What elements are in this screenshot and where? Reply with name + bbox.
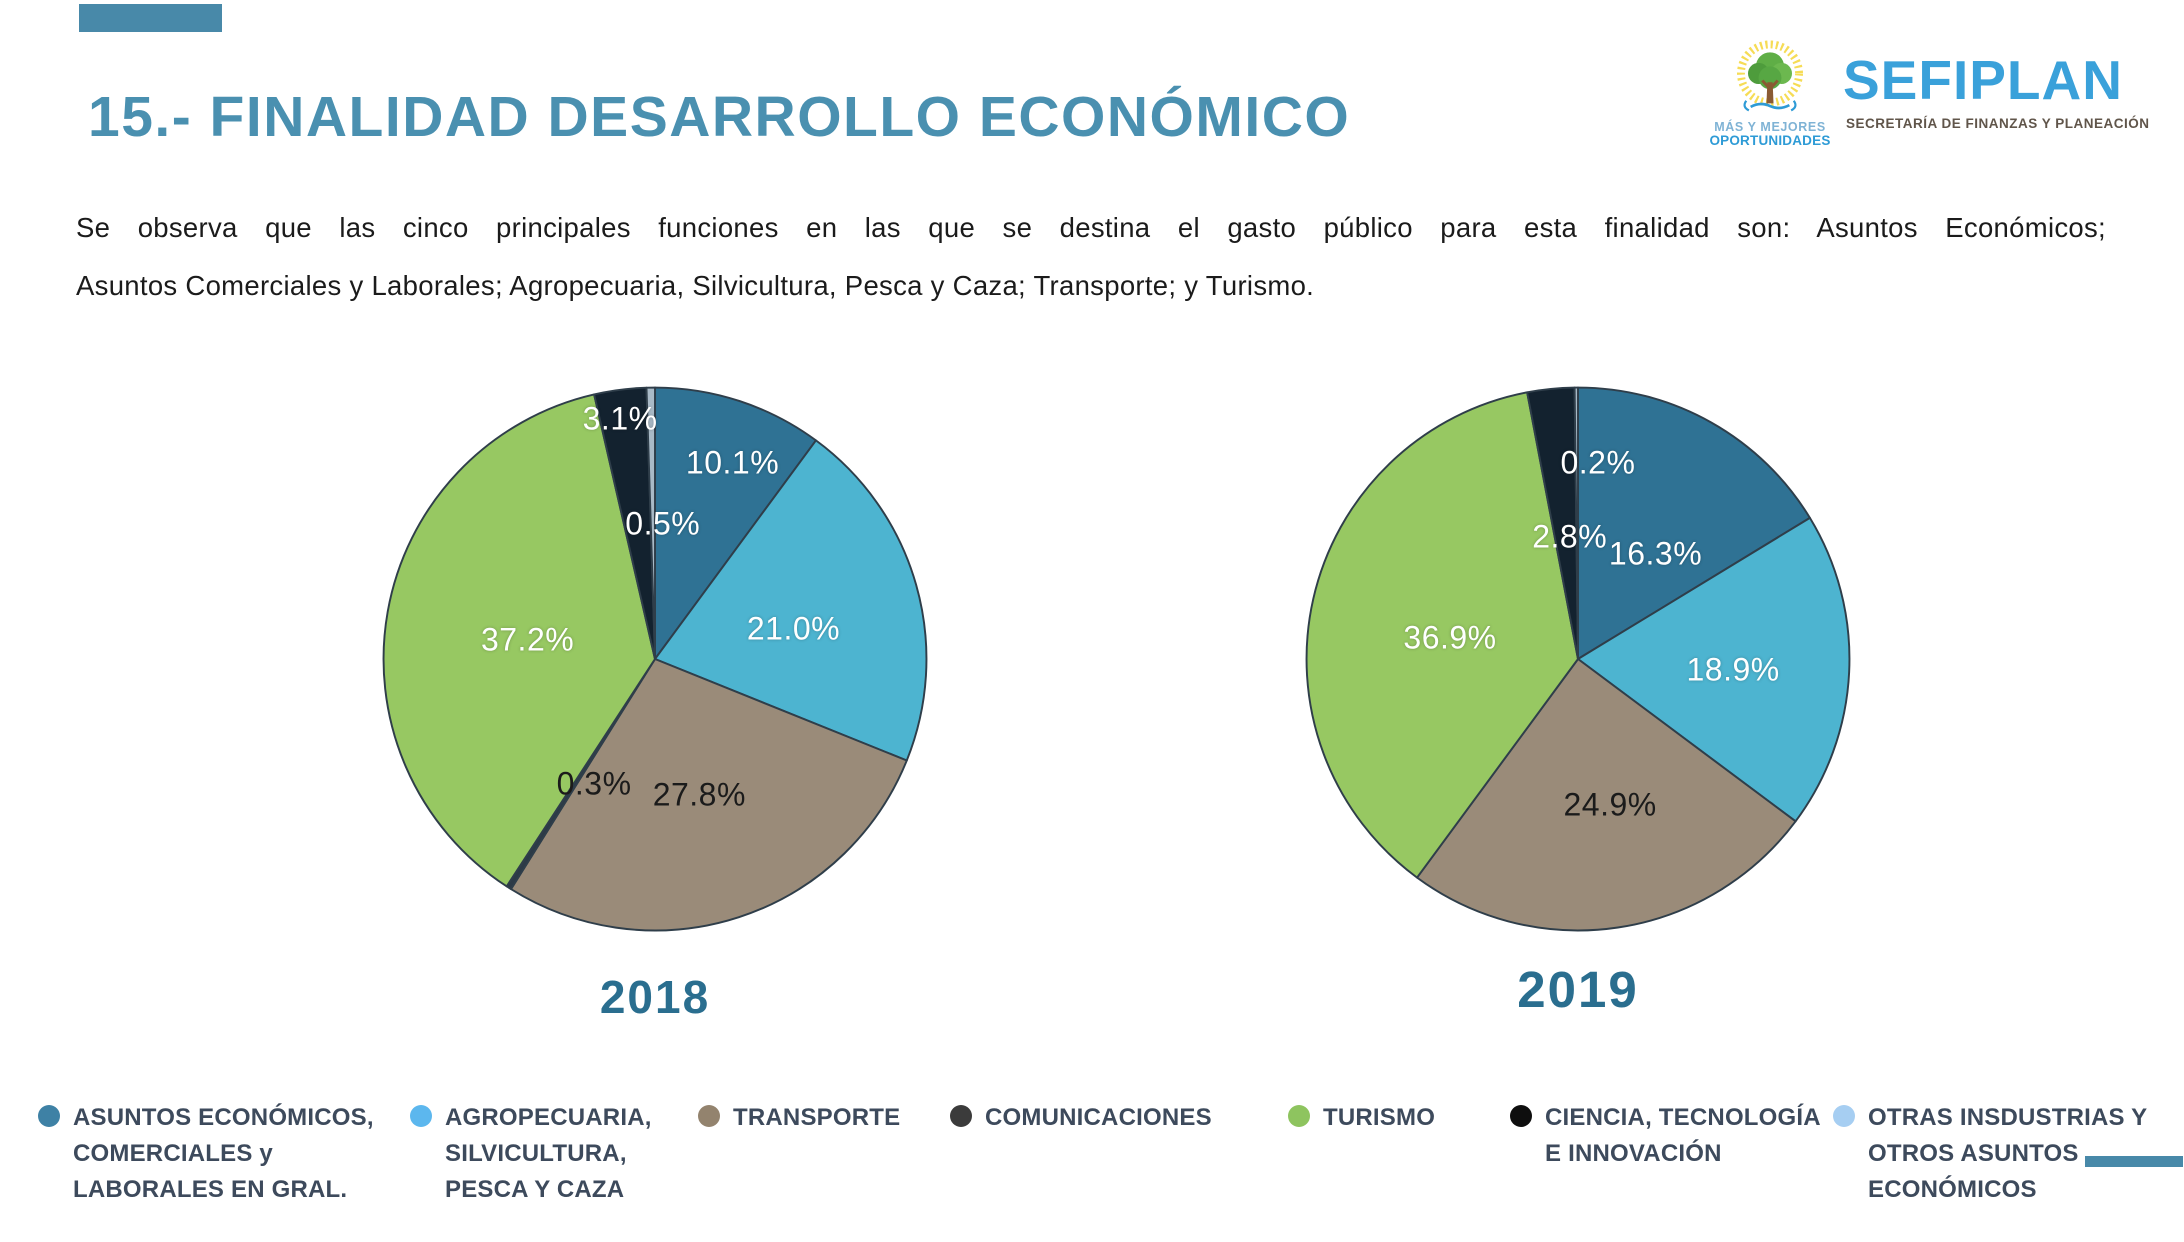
legend-item-label: ASUNTOS ECONÓMICOS, COMERCIALES y LABORA… bbox=[73, 1104, 374, 1203]
pie-slice-label: 0.5% bbox=[625, 505, 701, 542]
pie-slice bbox=[654, 439, 928, 762]
pie-slice bbox=[1577, 516, 1851, 823]
chart-year-label-2018: 2018 bbox=[599, 971, 711, 1023]
sefiplan-logo: MÁS Y MEJORES OPORTUNIDADES SEFIPLAN SEC… bbox=[1700, 40, 2170, 165]
legend-item-comunicaciones: COMUNICACIONES bbox=[950, 1100, 1212, 1136]
legend-item-agropecuaria: AGROPECUARIA, SILVICULTURA, PESCA Y CAZA bbox=[410, 1100, 652, 1208]
pie-slice bbox=[1305, 391, 1579, 879]
legend-item-otras-industrias: OTRAS INSDUSTRIAS Y OTROS ASUNTOS ECONÓM… bbox=[1833, 1100, 2147, 1208]
legend-item-label: TRANSPORTE bbox=[733, 1104, 901, 1131]
logo-subtitle: SECRETARÍA DE FINANZAS Y PLANEACIÓN bbox=[1846, 116, 2150, 131]
pie-slice-label: 24.9% bbox=[1563, 786, 1657, 823]
legend-dot-icon bbox=[1510, 1105, 1532, 1127]
pie-slice bbox=[654, 386, 817, 660]
legend-item-ciencia-tecnologia: CIENCIA, TECNOLOGÍA E INNOVACIÓN bbox=[1510, 1100, 1821, 1172]
logo-tagline: MÁS Y MEJORES OPORTUNIDADES bbox=[1700, 120, 1840, 149]
legend-item-label: OTRAS INSDUSTRIAS Y OTROS ASUNTOS ECONÓM… bbox=[1868, 1104, 2148, 1203]
chart-year-label-2019: 2019 bbox=[1517, 961, 1639, 1018]
legend-dot-icon bbox=[38, 1105, 60, 1127]
legend-item-label: CIENCIA, TECNOLOGÍA E INNOVACIÓN bbox=[1545, 1104, 1821, 1167]
logo-tagline-line2: OPORTUNIDADES bbox=[1709, 133, 1831, 149]
legend-dot-icon bbox=[1833, 1105, 1855, 1127]
legend-dot-icon bbox=[410, 1105, 432, 1127]
pie-slice-label: 0.2% bbox=[1560, 444, 1636, 481]
top-accent-bar bbox=[79, 4, 222, 32]
legend-item-turismo: TURISMO bbox=[1288, 1100, 1435, 1136]
pie-slice-label: 21.0% bbox=[746, 610, 841, 647]
legend-item-label: AGROPECUARIA, SILVICULTURA, PESCA Y CAZA bbox=[445, 1104, 652, 1203]
pie-slice-label: 36.9% bbox=[1403, 619, 1497, 656]
logo-tree-icon bbox=[1737, 40, 1803, 112]
pie-slice bbox=[645, 386, 656, 660]
legend-item-transporte: TRANSPORTE bbox=[698, 1100, 900, 1136]
pie-slice-label: 0.3% bbox=[556, 765, 632, 802]
legend-dot-icon bbox=[950, 1105, 972, 1127]
pie-slice-label: 37.2% bbox=[480, 621, 575, 658]
pie-slice-label: 27.8% bbox=[652, 776, 746, 813]
legend-item-label: TURISMO bbox=[1323, 1104, 1436, 1131]
pie-slice-label: 10.1% bbox=[685, 444, 780, 481]
page-title: 15.- FINALIDAD DESARROLLO ECONÓMICO bbox=[88, 85, 1351, 149]
pie-slice-label: 16.3% bbox=[1608, 535, 1703, 572]
legend-item-label: COMUNICACIONES bbox=[985, 1104, 1212, 1131]
intro-text-line2: Asuntos Comerciales y Laborales; Agropec… bbox=[76, 270, 1315, 301]
pie-slice-label: 3.1% bbox=[582, 400, 658, 437]
intro-text-line1: Se observa que las cinco principales fun… bbox=[76, 212, 2106, 243]
pie-slice bbox=[510, 658, 908, 932]
pie-slice-label: 2.8% bbox=[1532, 518, 1608, 555]
legend-item-asuntos-economicos: ASUNTOS ECONÓMICOS, COMERCIALES y LABORA… bbox=[38, 1100, 374, 1208]
pie-slice bbox=[1573, 386, 1579, 660]
pie-chart-2018: 10.1% 21.0% 27.8% 0.3% 37.2% 3.1% 0.5% bbox=[378, 382, 932, 936]
bottom-accent-bar bbox=[2085, 1156, 2183, 1167]
pie-chart-2019: 16.3% 18.9% 24.9% 36.9% 2.8% 0.2% bbox=[1301, 382, 1855, 936]
logo-name: SEFIPLAN bbox=[1843, 49, 2123, 111]
pie-slice bbox=[1577, 386, 1811, 660]
logo-tagline-line1: MÁS Y MEJORES bbox=[1714, 120, 1826, 134]
pie-slice bbox=[1416, 658, 1797, 932]
pie-slice bbox=[382, 393, 656, 888]
legend-dot-icon bbox=[1288, 1105, 1310, 1127]
pie-slice-label: 18.9% bbox=[1686, 651, 1780, 688]
legend-dot-icon bbox=[698, 1105, 720, 1127]
